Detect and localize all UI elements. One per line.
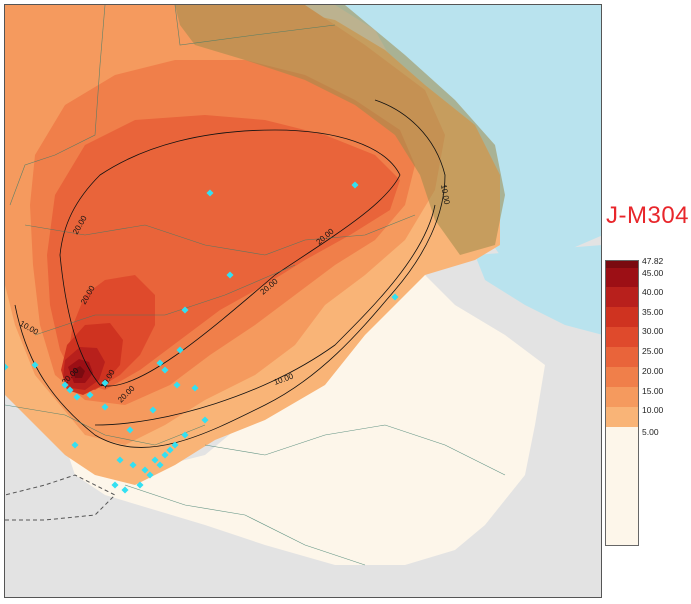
sample-point-marker <box>201 416 209 424</box>
sample-point-marker <box>121 486 129 494</box>
blob-20-a <box>210 246 242 275</box>
legend-swatch <box>606 307 638 327</box>
map-frame[interactable]: 10.00 20.00 20.00 20.00 20.00 10.00 10.0… <box>4 4 602 598</box>
contour-line-10-east <box>94 204 436 426</box>
border-line <box>9 5 106 206</box>
legend-label: 10.00 <box>642 405 664 415</box>
contour-line-20 <box>59 129 401 387</box>
legend-swatch <box>606 347 638 367</box>
legend-label: 5.00 <box>642 427 659 437</box>
sample-point-marker <box>156 359 164 367</box>
sample-point-marker <box>181 431 189 439</box>
legend-label: 20.00 <box>642 366 664 376</box>
contour-bands <box>5 5 505 485</box>
sample-point-marker <box>141 466 149 474</box>
legend-swatch <box>606 427 638 545</box>
sample-point-marker <box>226 271 234 279</box>
olive-overlay <box>175 5 505 255</box>
sample-point-marker <box>101 379 109 387</box>
sample-point-marker <box>111 481 119 489</box>
map-canvas: 10.00 20.00 20.00 20.00 20.00 10.00 10.0… <box>5 5 601 566</box>
border-line <box>5 404 206 446</box>
sample-point-marker <box>351 181 359 189</box>
land-low-band <box>65 275 545 565</box>
sample-point-marker <box>136 481 144 489</box>
contour-lines <box>14 99 446 448</box>
legend-label: 40.00 <box>642 287 664 297</box>
sample-point-marker <box>191 384 199 392</box>
legend-swatch <box>606 407 638 427</box>
legend-swatch <box>606 327 638 347</box>
legend-label: 45.00 <box>642 268 664 278</box>
sample-point-marker <box>146 471 154 479</box>
sample-point-marker <box>206 189 214 197</box>
blob-20-b <box>145 156 172 184</box>
sample-point-marker <box>176 346 184 354</box>
border-line <box>124 484 366 566</box>
sample-point-marker <box>101 403 109 411</box>
sample-point-marker <box>181 306 189 314</box>
sample-point-marker <box>149 406 157 414</box>
border-line <box>204 424 506 476</box>
sample-point-marker <box>166 446 174 454</box>
borders <box>5 5 506 566</box>
legend-swatch <box>606 261 638 268</box>
gulf-of-aden <box>475 245 601 335</box>
legend-swatch <box>606 387 638 407</box>
legend-label: 15.00 <box>642 386 664 396</box>
sample-point-marker <box>5 363 9 371</box>
sample-point-marker <box>156 461 164 469</box>
sample-point-marker <box>116 456 124 464</box>
legend-swatch <box>606 268 638 287</box>
band-45 <box>73 366 85 378</box>
border-line <box>24 214 416 256</box>
legend-label: 30.00 <box>642 326 664 336</box>
sample-point-marker <box>61 381 69 389</box>
map-title: J-M304 <box>606 202 690 229</box>
legend-colorbar <box>605 260 639 546</box>
sample-point-marker <box>171 441 179 449</box>
sample-point-marker <box>86 391 94 399</box>
sample-point-marker <box>126 426 134 434</box>
sample-point-marker <box>161 451 169 459</box>
border-line <box>34 264 296 336</box>
legend-label: 35.00 <box>642 307 664 317</box>
sample-point-marker <box>31 361 39 369</box>
legend-swatch <box>606 367 638 387</box>
sample-point-marker <box>161 366 169 374</box>
sample-point-marker <box>129 461 137 469</box>
sample-point-marker <box>151 456 159 464</box>
contour-label: 10.00 <box>439 184 451 206</box>
legend-swatch <box>606 287 638 307</box>
legend-label: 25.00 <box>642 346 664 356</box>
border-line <box>174 5 336 46</box>
sample-point-marker <box>73 393 81 401</box>
legend-label: 47.82 <box>642 256 664 266</box>
sample-point-marker <box>66 386 74 394</box>
sample-points <box>5 181 399 494</box>
contour-line-10 <box>14 99 446 448</box>
sample-point-marker <box>71 441 79 449</box>
sample-point-marker <box>173 381 181 389</box>
sample-point-marker <box>391 293 399 301</box>
